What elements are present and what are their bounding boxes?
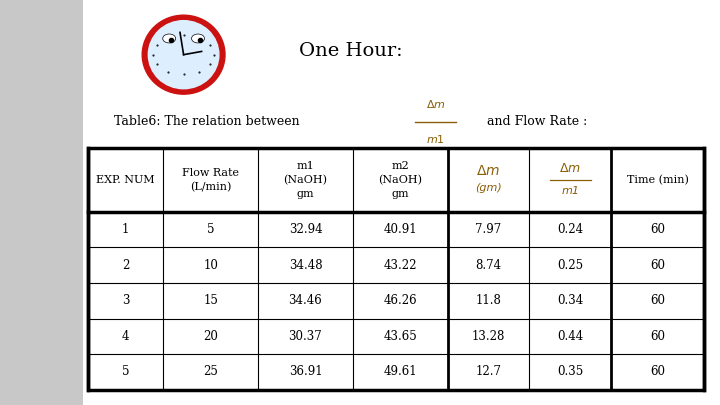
- Text: 60: 60: [650, 294, 665, 307]
- Text: 10: 10: [203, 259, 218, 272]
- Text: 46.26: 46.26: [383, 294, 417, 307]
- Text: $\Delta m$: $\Delta m$: [426, 98, 446, 111]
- Ellipse shape: [192, 34, 204, 43]
- Text: 13.28: 13.28: [472, 330, 505, 343]
- Text: m2
(NaOH)
gm: m2 (NaOH) gm: [378, 161, 422, 199]
- Text: 3: 3: [122, 294, 130, 307]
- Text: 34.46: 34.46: [289, 294, 323, 307]
- Text: Flow Rate
(L/min): Flow Rate (L/min): [182, 168, 239, 192]
- Text: 2: 2: [122, 259, 130, 272]
- Text: 5: 5: [122, 365, 130, 378]
- Text: 60: 60: [650, 223, 665, 236]
- Text: 60: 60: [650, 259, 665, 272]
- Text: 36.91: 36.91: [289, 365, 323, 378]
- Text: One Hour:: One Hour:: [299, 42, 402, 60]
- Text: 40.91: 40.91: [383, 223, 417, 236]
- Text: 5: 5: [207, 223, 215, 236]
- Text: 60: 60: [650, 330, 665, 343]
- Text: 1: 1: [122, 223, 130, 236]
- Text: m1
(NaOH)
gm: m1 (NaOH) gm: [284, 161, 328, 199]
- Text: 49.61: 49.61: [383, 365, 417, 378]
- Text: 43.65: 43.65: [383, 330, 417, 343]
- Ellipse shape: [163, 34, 176, 43]
- Bar: [88, 148, 704, 390]
- Text: 32.94: 32.94: [289, 223, 323, 236]
- Ellipse shape: [148, 21, 219, 89]
- Text: Table6: The relation between: Table6: The relation between: [114, 115, 300, 128]
- Text: 25: 25: [203, 365, 218, 378]
- Text: 20: 20: [203, 330, 218, 343]
- Text: 11.8: 11.8: [475, 294, 501, 307]
- Text: 0.35: 0.35: [557, 365, 583, 378]
- Text: EXP. NUM: EXP. NUM: [96, 175, 155, 185]
- Text: 0.24: 0.24: [557, 223, 583, 236]
- Text: $m1$: $m1$: [426, 132, 445, 145]
- Text: 0.25: 0.25: [557, 259, 583, 272]
- Text: m1: m1: [562, 186, 580, 196]
- Text: 4: 4: [122, 330, 130, 343]
- FancyBboxPatch shape: [0, 0, 83, 405]
- Ellipse shape: [142, 15, 225, 94]
- Text: 8.74: 8.74: [475, 259, 502, 272]
- Text: Time (min): Time (min): [627, 175, 689, 185]
- Text: (gm): (gm): [475, 183, 502, 193]
- Text: 30.37: 30.37: [289, 330, 323, 343]
- Text: 34.48: 34.48: [289, 259, 323, 272]
- Text: 0.34: 0.34: [557, 294, 583, 307]
- Text: $\Delta m$: $\Delta m$: [477, 164, 500, 178]
- Text: 12.7: 12.7: [475, 365, 501, 378]
- Text: 0.44: 0.44: [557, 330, 583, 343]
- Text: 43.22: 43.22: [384, 259, 417, 272]
- Text: 7.97: 7.97: [475, 223, 502, 236]
- Text: 60: 60: [650, 365, 665, 378]
- Text: 15: 15: [203, 294, 218, 307]
- FancyBboxPatch shape: [83, 0, 720, 405]
- Text: $\Delta m$: $\Delta m$: [559, 162, 581, 175]
- Text: and Flow Rate :: and Flow Rate :: [475, 115, 588, 128]
